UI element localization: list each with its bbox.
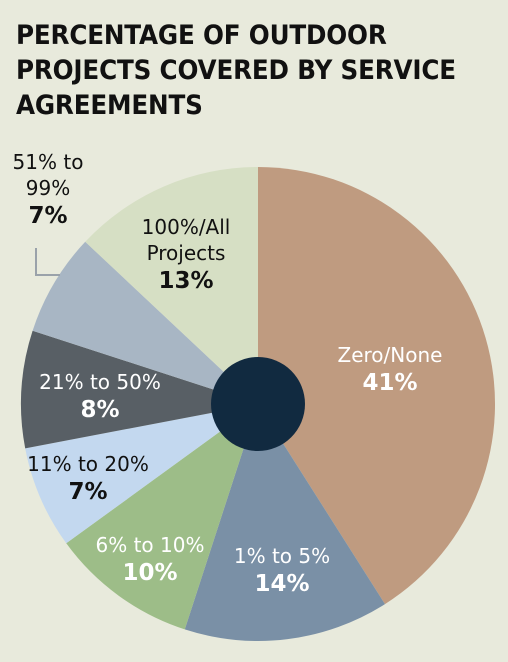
- slice-label-3: 6% to 10% 10%: [96, 533, 205, 586]
- slice-name-line: 6% to 10%: [96, 533, 205, 557]
- slice-name-line: 1% to 5%: [234, 544, 330, 568]
- slice-label-5: 21% to 50% 8%: [39, 370, 161, 423]
- slice-name-line: 100%/All: [142, 215, 231, 239]
- callout-line: [35, 248, 60, 276]
- slice-name-line: 11% to 20%: [27, 452, 149, 476]
- slice-name-line: 99%: [26, 176, 70, 200]
- slice-value: 8%: [80, 397, 119, 423]
- slice-label-2: 1% to 5% 14%: [234, 544, 330, 597]
- chart-title: PERCENTAGE OF OUTDOOR PROJECTS COVERED B…: [16, 20, 456, 121]
- pie-slice-7: [85, 166, 258, 404]
- slice-name-line: Projects: [147, 241, 226, 265]
- slice-value: 10%: [122, 560, 177, 586]
- slice-label-1: Zero/None 41%: [338, 343, 443, 396]
- slice-value: 7%: [68, 479, 107, 505]
- pie-slice-5: [21, 330, 259, 449]
- pie-slice-1: [258, 167, 496, 605]
- slice-name-line: Zero/None: [338, 343, 443, 367]
- pie-slice-3: [66, 404, 258, 630]
- slice-labels: Zero/None 41% 1% to 5% 14% 6% to 10% 10% 11% t…: [13, 150, 443, 597]
- pie-slice-4: [25, 404, 259, 544]
- slice-label-6: 51% to 99% 7%: [13, 150, 84, 229]
- slice-value: 13%: [158, 268, 213, 294]
- slice-name-line: 21% to 50%: [39, 370, 161, 394]
- slice-value: 14%: [254, 571, 309, 597]
- slice-value: 7%: [28, 203, 67, 229]
- slice-label-4: 11% to 20% 7%: [27, 452, 149, 505]
- pie-slices: [21, 166, 496, 642]
- slice-name-line: 51% to: [13, 150, 84, 174]
- pie-slice-6: [32, 241, 258, 404]
- slice-label-7: 100%/All Projects 13%: [142, 215, 231, 294]
- pie-slice-2: [184, 404, 385, 642]
- center-hole: [211, 357, 305, 451]
- slice-value: 41%: [362, 370, 417, 396]
